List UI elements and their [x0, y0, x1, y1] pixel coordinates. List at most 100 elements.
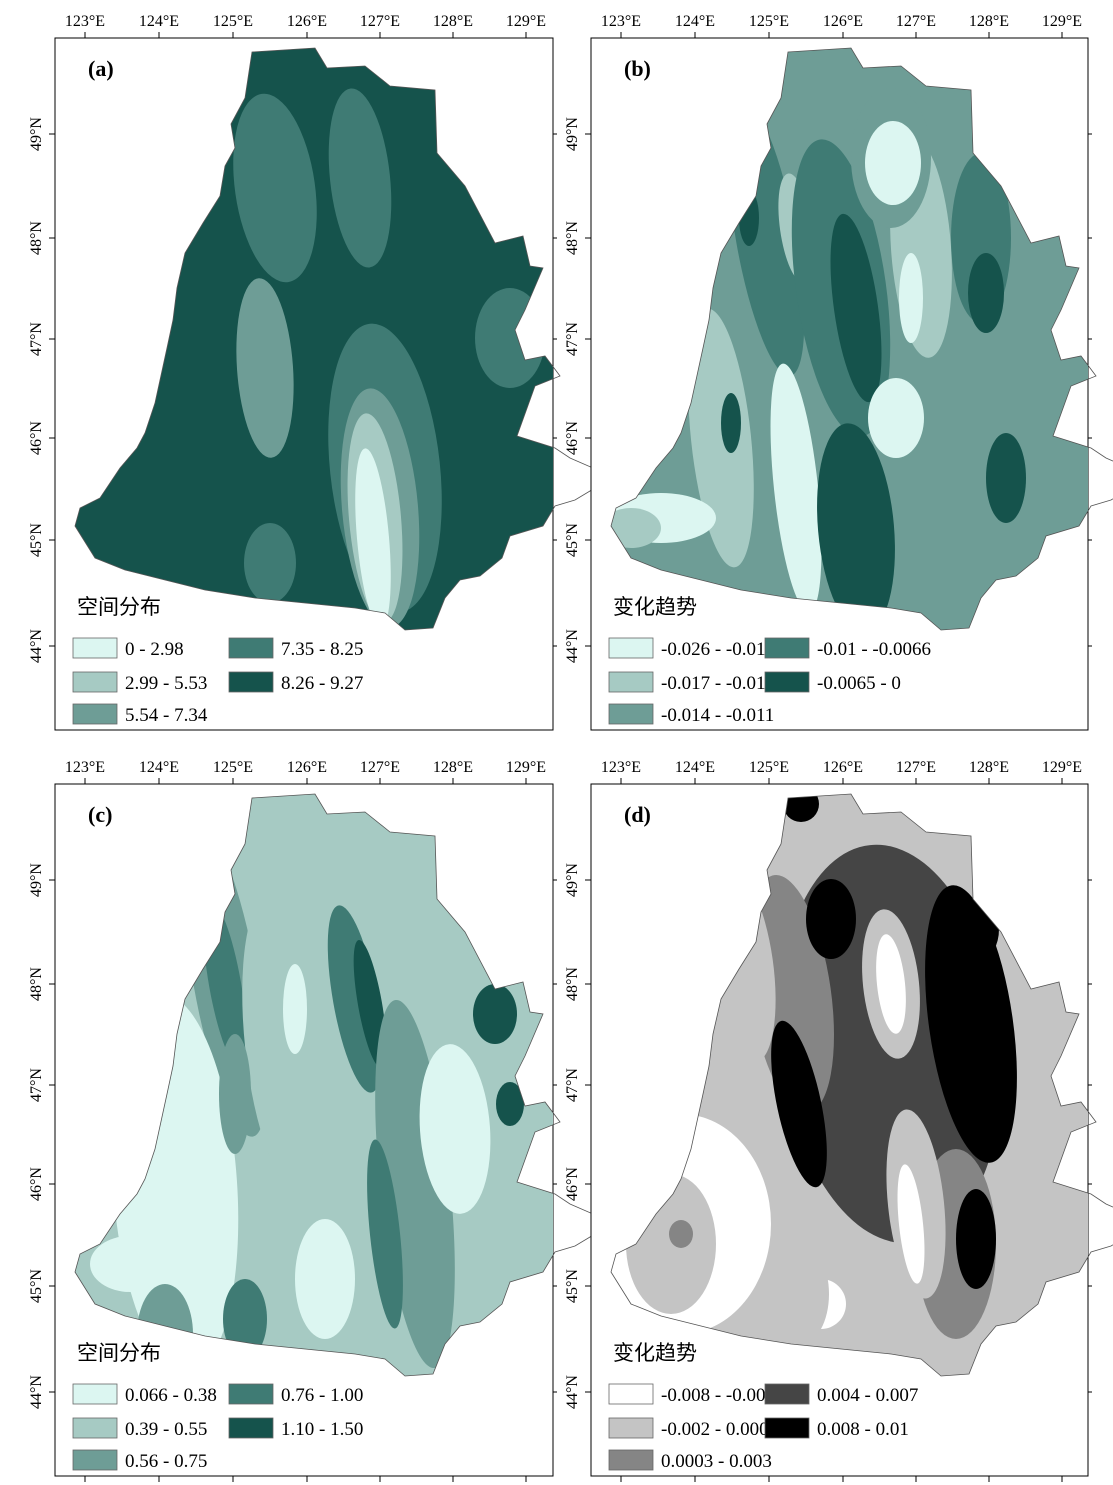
value-zone	[899, 253, 923, 343]
x-tick-label: 127°E	[896, 759, 936, 776]
value-zone	[771, 1020, 827, 1188]
x-tick-label: 128°E	[969, 13, 1009, 30]
value-zone	[283, 964, 307, 1054]
value-zone	[868, 378, 924, 458]
legend-swatch	[764, 1417, 810, 1439]
x-tick-label: 126°E	[823, 13, 863, 30]
x-tick-label: 125°E	[213, 759, 253, 776]
x-tick-label: 127°E	[360, 13, 400, 30]
legend-entry: 8.26 - 9.27	[281, 673, 363, 694]
value-zone	[236, 278, 294, 458]
panel-a: 123°E 124°E 125°E 126°E 127°E 128°E 129°E 49°N 4…	[28, 13, 596, 731]
value-zone	[956, 1189, 996, 1289]
y-tick-label: 44°N	[564, 1375, 581, 1409]
region-boundary	[74, 47, 596, 631]
legend-swatch	[72, 1449, 118, 1471]
panel-c: 123°E 124°E 125°E 126°E 127°E 128°E 129°E 49°N 4…	[28, 759, 596, 1482]
panel-d: 123°E 124°E 125°E 126°E 127°E 128°E 129°E 49°N 4…	[564, 759, 1113, 1482]
legend-swatch	[608, 703, 654, 725]
value-zone	[496, 1082, 524, 1126]
y-tick-label: 46°N	[28, 1167, 45, 1201]
value-zone	[986, 433, 1026, 523]
legend-title: 变化趋势	[613, 1341, 697, 1365]
x-tick-label: 128°E	[433, 759, 473, 776]
value-zone	[367, 1139, 403, 1329]
value-zone	[925, 885, 1017, 1163]
legend-entry: 0 - 2.98	[125, 639, 184, 660]
y-tick-label: 48°N	[564, 221, 581, 255]
value-zone	[90, 1236, 170, 1292]
y-tick-label: 46°N	[28, 421, 45, 455]
x-tick-label: 124°E	[139, 759, 179, 776]
region-boundary	[74, 793, 596, 1377]
x-tick-label: 129°E	[1042, 13, 1082, 30]
x-tick-label: 129°E	[1042, 759, 1082, 776]
x-tick-label: 127°E	[360, 759, 400, 776]
legend-entry: 7.35 - 8.25	[281, 639, 363, 660]
legend-swatch	[764, 671, 810, 693]
y-tick-label: 49°N	[564, 117, 581, 151]
legend-swatch	[228, 671, 274, 693]
y-tick-label: 47°N	[28, 322, 45, 356]
legend-title: 变化趋势	[613, 595, 697, 619]
x-tick-label: 123°E	[601, 13, 641, 30]
legend: 空间分布 0 - 2.98 2.99 - 5.53 5.54 - 7.34 7.35 -…	[72, 595, 363, 726]
y-tick-label: 45°N	[564, 1269, 581, 1303]
legend-entry: 1.10 - 1.50	[281, 1419, 363, 1440]
y-tick-label: 47°N	[28, 1068, 45, 1102]
value-zone	[897, 1164, 925, 1284]
x-tick-label: 124°E	[675, 759, 715, 776]
value-zone	[770, 363, 822, 613]
x-tick-label: 129°E	[506, 13, 546, 30]
x-tick-label: 125°E	[749, 13, 789, 30]
value-zone	[295, 1219, 355, 1339]
value-zone	[806, 879, 856, 959]
value-zone	[865, 121, 921, 205]
legend-entry: -0.008 - -0.003	[661, 1385, 775, 1406]
legend-entry: -0.017 - -0.015	[661, 673, 775, 694]
y-tick-label: 44°N	[564, 629, 581, 663]
value-zone	[876, 934, 906, 1034]
y-tick-label: 46°N	[564, 421, 581, 455]
legend-entry: -0.014 - -0.011	[661, 705, 774, 726]
value-zone	[355, 448, 391, 628]
value-zone	[233, 93, 317, 283]
x-tick-label: 126°E	[287, 13, 327, 30]
legend-swatch	[72, 637, 118, 659]
legend: 空间分布 0.066 - 0.38 0.39 - 0.55 0.56 - 0.75 0.…	[72, 1341, 363, 1472]
legend-entry: -0.01 - -0.0066	[817, 639, 931, 660]
legend-swatch	[608, 1417, 654, 1439]
panel-label: (d)	[624, 802, 651, 827]
legend-entry: -0.026 - -0.018	[661, 639, 775, 660]
y-tick-label: 48°N	[564, 967, 581, 1001]
x-tick-label: 126°E	[287, 759, 327, 776]
legend-swatch	[608, 671, 654, 693]
legend-title: 空间分布	[77, 1341, 161, 1365]
y-tick-label: 45°N	[564, 523, 581, 557]
legend-entry: -0.002 - 0.0002	[661, 1419, 778, 1440]
legend-swatch	[228, 1417, 274, 1439]
x-tick-label: 124°E	[139, 13, 179, 30]
legend-swatch	[228, 1383, 274, 1405]
panel-label: (b)	[624, 56, 651, 81]
y-tick-label: 49°N	[28, 863, 45, 897]
legend-swatch	[608, 637, 654, 659]
legend-title: 空间分布	[77, 595, 161, 619]
legend-entry: 0.56 - 0.75	[125, 1451, 207, 1472]
legend-swatch	[764, 1383, 810, 1405]
x-tick-label: 123°E	[65, 13, 105, 30]
value-zone	[244, 523, 296, 603]
legend-entry: 0.0003 - 0.003	[661, 1451, 772, 1472]
value-zone	[473, 984, 517, 1044]
value-zone	[353, 939, 387, 1069]
legend-entry: 0.004 - 0.007	[817, 1385, 918, 1406]
y-tick-label: 47°N	[564, 322, 581, 356]
legend-swatch	[608, 1449, 654, 1471]
x-tick-label: 123°E	[65, 759, 105, 776]
legend-swatch	[608, 1383, 654, 1405]
region-boundary	[610, 793, 1113, 1377]
y-tick-label: 48°N	[28, 967, 45, 1001]
value-zone	[817, 423, 895, 630]
x-tick-label: 128°E	[969, 759, 1009, 776]
